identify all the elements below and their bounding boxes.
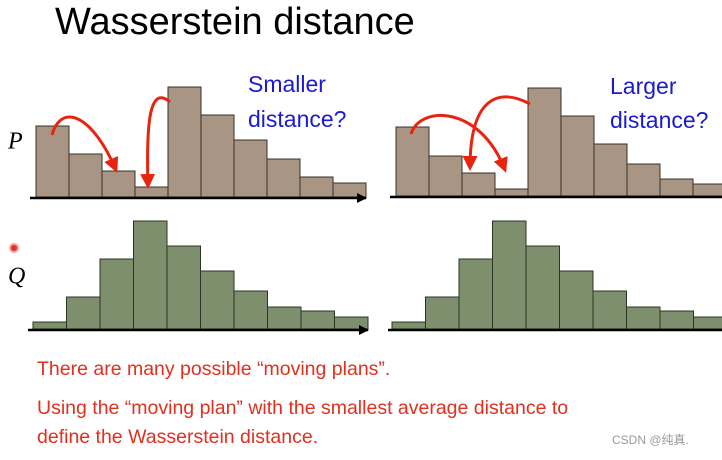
question: distance? [248, 106, 346, 132]
bar [391, 321, 426, 330]
move-arrow [462, 95, 531, 171]
bar [166, 245, 201, 330]
watermark: CSDN @纯真. [612, 433, 689, 447]
bar [458, 258, 493, 330]
bar [299, 176, 334, 198]
question: distance? [610, 107, 708, 133]
move-arrow [409, 113, 508, 173]
bar [693, 316, 722, 330]
bar [233, 139, 268, 198]
bar [494, 188, 529, 197]
bar [527, 87, 562, 197]
pointer-dot [9, 243, 19, 253]
question: Smaller [248, 71, 326, 97]
bar [200, 114, 235, 198]
bar [492, 220, 527, 330]
move-arrow [140, 96, 171, 189]
bar [133, 220, 168, 330]
title: Wasserstein distance [55, 1, 415, 43]
bar [35, 125, 70, 198]
bar [300, 310, 335, 330]
bar [266, 158, 301, 198]
bar [525, 245, 560, 330]
bar [425, 296, 460, 330]
note: There are many possible “moving plans”. [37, 358, 390, 380]
bar [428, 155, 463, 197]
bar [101, 170, 136, 198]
note: Using the “moving plan” with the smalles… [37, 397, 568, 419]
bar [167, 86, 202, 198]
histograms [32, 86, 722, 330]
bar [592, 290, 627, 330]
bar [559, 270, 594, 330]
bar [32, 321, 67, 330]
bar [626, 306, 661, 330]
bar [66, 296, 101, 330]
bar [626, 163, 661, 197]
bar [233, 290, 268, 330]
bar [593, 143, 628, 197]
move-arrow [50, 115, 119, 173]
bar [134, 186, 169, 198]
note: define the Wasserstein distance. [37, 426, 318, 448]
p-label: P [7, 129, 23, 155]
bar [659, 178, 694, 197]
bar [560, 115, 595, 197]
bar [200, 270, 235, 330]
bar [692, 183, 722, 197]
bar [659, 310, 694, 330]
bar [395, 126, 430, 197]
bar [334, 316, 369, 330]
bar [332, 182, 367, 198]
bar [68, 153, 103, 198]
bar [99, 258, 134, 330]
q-label: Q [8, 264, 25, 290]
bar [267, 306, 302, 330]
question: Larger [610, 73, 677, 99]
bar [461, 172, 496, 197]
